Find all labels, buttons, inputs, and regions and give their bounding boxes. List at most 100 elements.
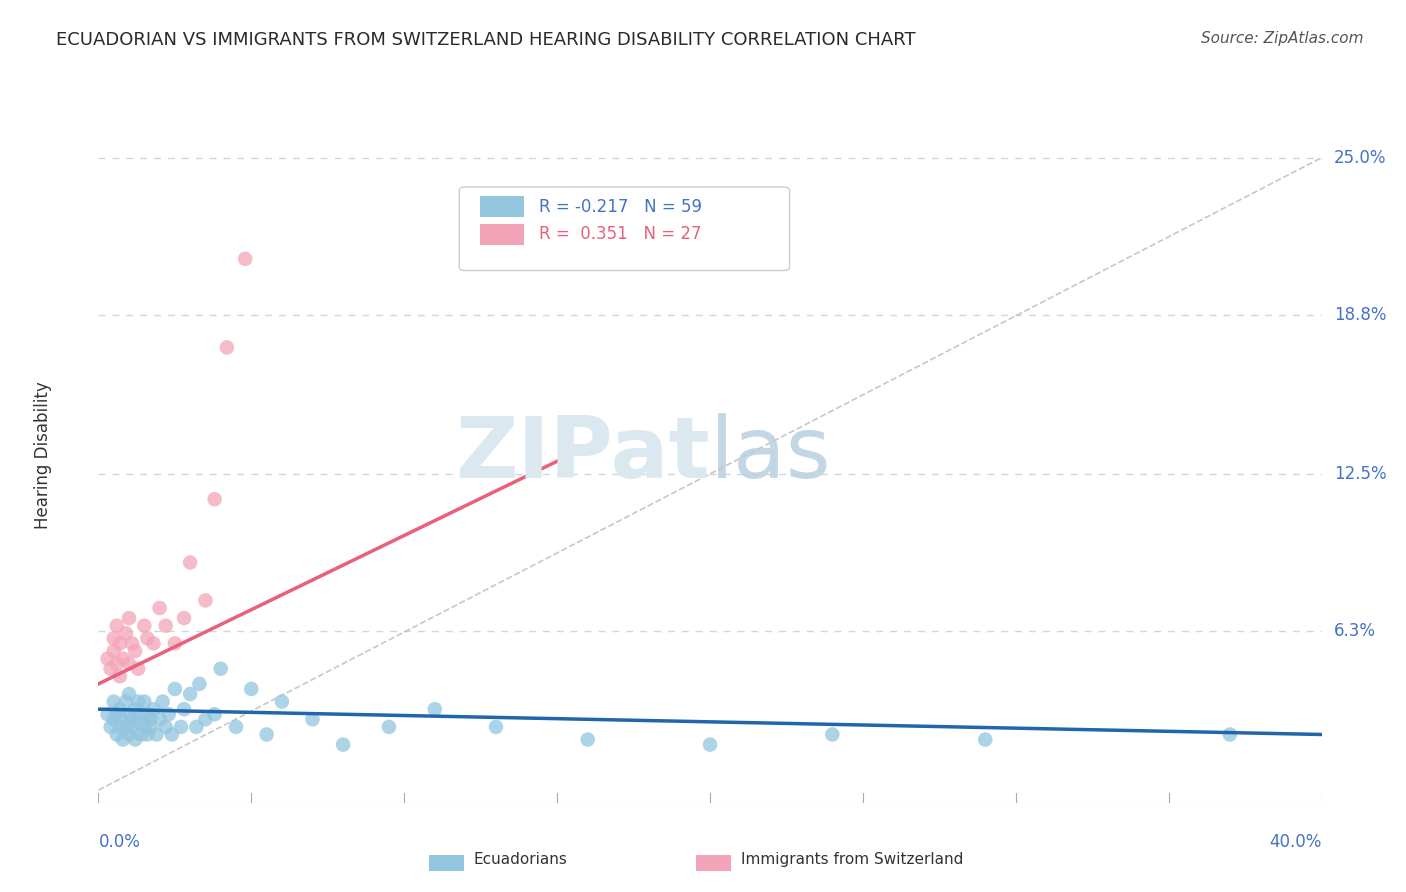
Point (129, 727, 152, 741)
Text: Source: ZipAtlas.com: Source: ZipAtlas.com (1201, 31, 1364, 46)
Point (105, 618, 128, 632)
Point (127, 714, 149, 729)
Point (233, 252, 256, 266)
Text: ZIPat: ZIPat (456, 413, 710, 497)
Point (204, 492, 226, 507)
Point (121, 720, 143, 734)
Text: 12.5%: 12.5% (1334, 465, 1386, 483)
Point (142, 636, 165, 650)
Text: 40.0%: 40.0% (1270, 833, 1322, 851)
Point (129, 707, 152, 722)
FancyBboxPatch shape (460, 187, 790, 270)
Point (179, 687, 201, 701)
Point (256, 727, 278, 741)
Point (485, 720, 508, 734)
Point (301, 712, 323, 726)
Point (170, 720, 193, 734)
Point (157, 707, 180, 722)
Point (699, 738, 721, 752)
Point (139, 712, 162, 726)
Point (97, 707, 120, 722)
Point (152, 695, 174, 709)
Point (115, 626, 138, 640)
Point (163, 636, 186, 650)
Point (173, 702, 195, 716)
Point (118, 687, 141, 701)
Point (124, 732, 146, 747)
FancyBboxPatch shape (479, 196, 524, 217)
Point (136, 707, 159, 722)
Point (240, 681, 263, 696)
Point (100, 720, 122, 734)
Point (105, 707, 128, 722)
Point (100, 662, 122, 676)
Point (134, 720, 156, 734)
Point (423, 702, 446, 716)
Point (149, 601, 172, 615)
Point (108, 702, 131, 716)
FancyBboxPatch shape (479, 224, 524, 244)
Point (163, 681, 186, 696)
Text: 18.8%: 18.8% (1334, 305, 1386, 324)
Point (215, 340, 238, 354)
Text: ECUADORIAN VS IMMIGRANTS FROM SWITZERLAND HEARING DISABILITY CORRELATION CHART: ECUADORIAN VS IMMIGRANTS FROM SWITZERLAN… (56, 31, 915, 49)
Point (118, 707, 141, 722)
Point (332, 738, 354, 752)
Point (105, 727, 128, 741)
Point (108, 669, 131, 683)
Text: Hearing Disability: Hearing Disability (34, 381, 52, 529)
Text: 0.0%: 0.0% (98, 833, 141, 851)
Point (134, 695, 156, 709)
Point (103, 632, 125, 646)
Point (136, 632, 159, 646)
Text: 25.0%: 25.0% (1334, 149, 1386, 167)
Point (204, 707, 226, 722)
Point (108, 720, 131, 734)
Point (118, 727, 141, 741)
Point (974, 732, 997, 747)
Point (121, 712, 143, 726)
Point (194, 712, 217, 726)
Point (188, 677, 211, 691)
Point (145, 727, 167, 741)
Point (186, 720, 208, 734)
Text: las: las (710, 413, 832, 497)
Point (124, 644, 146, 658)
Point (118, 611, 141, 625)
Point (139, 720, 162, 734)
Point (136, 727, 159, 741)
Point (127, 662, 149, 676)
Point (115, 720, 138, 734)
Point (225, 720, 247, 734)
Text: Immigrants from Switzerland: Immigrants from Switzerland (741, 853, 963, 867)
Point (270, 695, 292, 709)
Point (111, 732, 134, 747)
Point (134, 618, 156, 632)
Point (576, 732, 599, 747)
Point (115, 695, 138, 709)
Point (111, 651, 134, 665)
Text: R =  0.351   N = 27: R = 0.351 N = 27 (538, 226, 702, 244)
Point (155, 618, 177, 632)
Point (378, 720, 401, 734)
Point (103, 712, 125, 726)
Point (111, 712, 134, 726)
Point (194, 593, 217, 607)
Point (97, 651, 120, 665)
Point (108, 636, 131, 650)
Text: 6.3%: 6.3% (1334, 622, 1376, 640)
Point (160, 727, 183, 741)
Point (821, 727, 844, 741)
Point (105, 657, 128, 671)
Point (103, 695, 125, 709)
Point (121, 636, 143, 650)
Point (149, 712, 172, 726)
Point (103, 644, 125, 658)
Point (124, 702, 146, 716)
Point (127, 695, 149, 709)
Text: R = -0.217   N = 59: R = -0.217 N = 59 (538, 197, 702, 216)
Point (142, 702, 165, 716)
Point (179, 556, 201, 570)
Point (118, 657, 141, 671)
Point (173, 611, 195, 625)
